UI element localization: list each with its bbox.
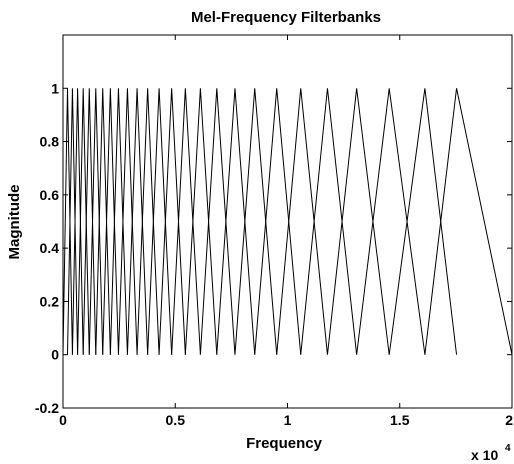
mel-filter-14 xyxy=(158,88,186,355)
mel-filter-15 xyxy=(171,88,201,355)
chart-title: Mel-Frequency Filterbanks xyxy=(191,9,381,26)
mel-filter-23 xyxy=(326,88,390,355)
y-tick-label: 0.2 xyxy=(40,293,60,309)
mel-filter-12 xyxy=(136,88,160,355)
mel-filter-25 xyxy=(388,88,458,355)
mel-filter-9 xyxy=(109,88,128,355)
x-tick-label: 2 xyxy=(505,412,513,428)
y-tick-label: 0.8 xyxy=(40,134,60,150)
mel-filter-16 xyxy=(184,88,218,355)
y-tick-label: 1 xyxy=(51,80,59,96)
x-tick-label: 0 xyxy=(59,412,67,428)
y-axis-ticks: -0.2 0 0.2 0.4 0.6 0.8 1 xyxy=(35,80,512,416)
plot-area xyxy=(62,34,513,409)
filterbank-series xyxy=(62,88,513,355)
mel-filter-6 xyxy=(88,88,104,355)
mel-filter-17 xyxy=(199,88,236,355)
x-axis-ticks: 0 0.5 1 1.5 2 xyxy=(59,35,513,428)
mel-filter-20 xyxy=(254,88,302,355)
x-axis-multiplier-exponent: 4 xyxy=(505,443,511,454)
mel-filter-11 xyxy=(126,88,149,355)
mel-filter-13 xyxy=(147,88,173,355)
y-tick-label: -0.2 xyxy=(35,400,59,416)
y-axis-label: Magnitude xyxy=(6,185,23,260)
x-axis-label: Frequency xyxy=(246,435,323,452)
mel-filter-2 xyxy=(66,88,79,355)
x-axis-multiplier: x 10 xyxy=(471,447,498,463)
y-tick-label: 0 xyxy=(51,347,59,363)
x-tick-label: 1.5 xyxy=(390,412,410,428)
mel-filter-8 xyxy=(102,88,119,355)
mel-filter-19 xyxy=(234,88,278,355)
x-tick-label: 0.5 xyxy=(166,412,186,428)
y-tick-label: 0.4 xyxy=(40,240,60,256)
mel-filter-3 xyxy=(71,88,84,355)
mel-filter-4 xyxy=(77,88,90,355)
mel-filter-7 xyxy=(95,88,111,355)
x-tick-label: 1 xyxy=(284,412,292,428)
y-tick-label: 0.6 xyxy=(40,187,60,203)
mel-filter-21 xyxy=(276,88,328,355)
mel-filter-10 xyxy=(117,88,138,355)
mel-filter-22 xyxy=(300,88,358,355)
mel-filter-26 xyxy=(424,88,513,355)
mel-filter-18 xyxy=(216,88,256,355)
mel-filter-5 xyxy=(82,88,97,355)
mel-filter-24 xyxy=(356,88,426,355)
